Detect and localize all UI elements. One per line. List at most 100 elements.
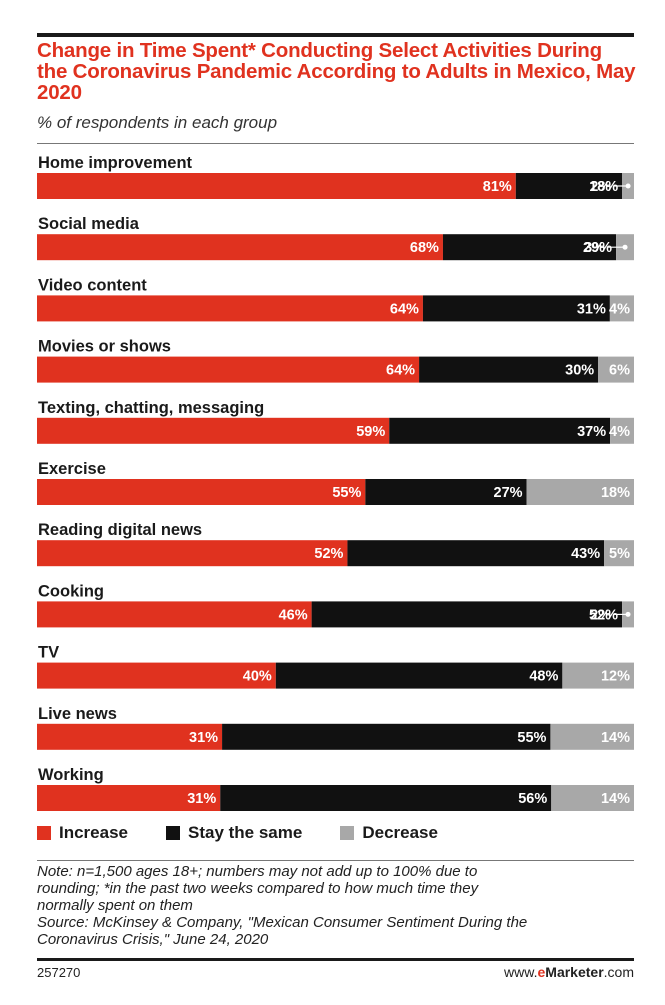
bar-segment-increase [37, 295, 423, 322]
data-label: 2% [590, 607, 611, 623]
data-label: 31% [577, 301, 606, 317]
leader-dot [622, 244, 628, 250]
chart-id: 257270 [37, 965, 81, 980]
data-label: 68% [410, 240, 439, 256]
legend-swatch-decrease [340, 826, 355, 840]
top-rule [37, 33, 634, 37]
category-label: Home improvement [38, 154, 193, 172]
bar-segment-increase [37, 479, 366, 505]
notes-rule [37, 860, 634, 861]
bar-segment-decrease [610, 417, 634, 444]
bar-segment-stay-the-same [442, 234, 617, 261]
data-label: 46% [279, 607, 308, 623]
legend-label-increase: Increase [59, 823, 128, 842]
data-label: 2% [590, 179, 611, 195]
bar-segment-increase [37, 234, 443, 261]
bar-segment-stay-the-same [311, 601, 623, 628]
bar-segment-increase [37, 173, 516, 199]
note-line: rounding; *in the past two weeks compare… [37, 880, 479, 897]
data-label: 55% [517, 730, 546, 746]
bar-segment-stay-the-same [220, 785, 552, 811]
data-label: 4% [609, 301, 630, 317]
bar-segment-stay-the-same [422, 295, 610, 322]
brand-suffix: .com [603, 964, 634, 980]
data-label: 43% [571, 546, 600, 562]
data-label: 29% [583, 240, 612, 256]
legend-swatch-same [166, 826, 180, 840]
legend-swatch-increase [37, 826, 51, 840]
data-label: 14% [601, 791, 630, 807]
source-line: Coronavirus Crisis," June 24, 2020 [37, 931, 269, 948]
brand-e: e [537, 964, 546, 980]
bar-segment-increase [37, 785, 221, 811]
bar-segment-stay-the-same [389, 417, 611, 444]
data-label: 56% [518, 791, 547, 807]
category-label: Exercise [38, 460, 106, 478]
data-label: 59% [356, 424, 385, 440]
bar-segment-stay-the-same [222, 723, 551, 750]
bar-segment-decrease [551, 785, 634, 811]
data-label: 81% [483, 179, 512, 195]
bar-segment-stay-the-same [419, 356, 599, 383]
legend-label-decrease: Decrease [362, 823, 438, 842]
data-label: 37% [577, 424, 606, 440]
data-label: 18% [601, 485, 630, 501]
data-label: 64% [390, 301, 419, 317]
stacked-bar-chart: Home improvement 81% 18% 2% Social media 68% 2… [37, 154, 634, 811]
subtitle-rule [37, 143, 634, 144]
legend-item-same: Stay the same [166, 823, 302, 843]
leader-dot [625, 611, 631, 617]
notes: Note: n=1,500 ages 18+; numbers may not … [37, 863, 637, 948]
brand-link[interactable]: www.eMarketer.com [504, 964, 634, 980]
leader-dot [625, 183, 631, 189]
data-label: 30% [565, 363, 594, 379]
note-line: Note: n=1,500 ages 18+; numbers may not … [37, 863, 478, 880]
category-label: Video content [38, 276, 147, 294]
data-label: 12% [601, 669, 630, 685]
bar-segment-increase [37, 662, 276, 689]
data-label: 52% [589, 607, 618, 623]
brand-name: Marketer [545, 964, 604, 980]
data-label: 27% [494, 485, 523, 501]
data-label: 55% [332, 485, 361, 501]
legend-label-same: Stay the same [188, 823, 303, 842]
data-label: 4% [609, 424, 630, 440]
bar-segment-stay-the-same [365, 479, 527, 505]
category-label: Texting, chatting, messaging [38, 399, 264, 417]
data-label: 14% [601, 730, 630, 746]
bar-segment-decrease [598, 356, 634, 383]
brand-prefix: www. [504, 964, 538, 980]
bar-segment-increase [37, 723, 223, 750]
data-label: 64% [386, 363, 415, 379]
category-label: Reading digital news [38, 521, 202, 539]
data-label: 40% [243, 669, 272, 685]
bar-segment-increase [37, 356, 420, 383]
bar-segment-stay-the-same [275, 662, 563, 689]
data-label: 6% [609, 363, 630, 379]
note-line: normally spent on them [37, 897, 193, 914]
legend: Increase Stay the same Decrease [37, 823, 476, 843]
category-label: Movies or shows [38, 338, 171, 356]
bar-segment-decrease [550, 723, 634, 750]
category-label: Cooking [38, 582, 104, 600]
category-label: Live news [38, 705, 117, 723]
bottom-rule [37, 958, 634, 961]
chart-subtitle: % of respondents in each group [37, 113, 278, 132]
legend-item-increase: Increase [37, 823, 128, 843]
bar-segment-stay-the-same [347, 540, 605, 567]
bar-segment-decrease [604, 540, 634, 567]
bar-segment-decrease [562, 662, 634, 689]
category-label: Working [38, 766, 104, 784]
data-label: 3% [584, 240, 605, 256]
source-line: Source: McKinsey & Company, "Mexican Con… [37, 914, 528, 931]
data-label: 31% [187, 791, 216, 807]
bar-segment-increase [37, 601, 312, 628]
legend-item-decrease: Decrease [340, 823, 438, 843]
bar-segment-increase [37, 417, 390, 444]
bar-segment-decrease [526, 479, 634, 505]
bar-segment-decrease [609, 295, 634, 322]
category-label: Social media [38, 215, 140, 233]
chart-title: Change in Time Spent* Conducting Select … [37, 39, 636, 104]
bar-segment-stay-the-same [515, 173, 623, 199]
data-label: 31% [189, 730, 218, 746]
